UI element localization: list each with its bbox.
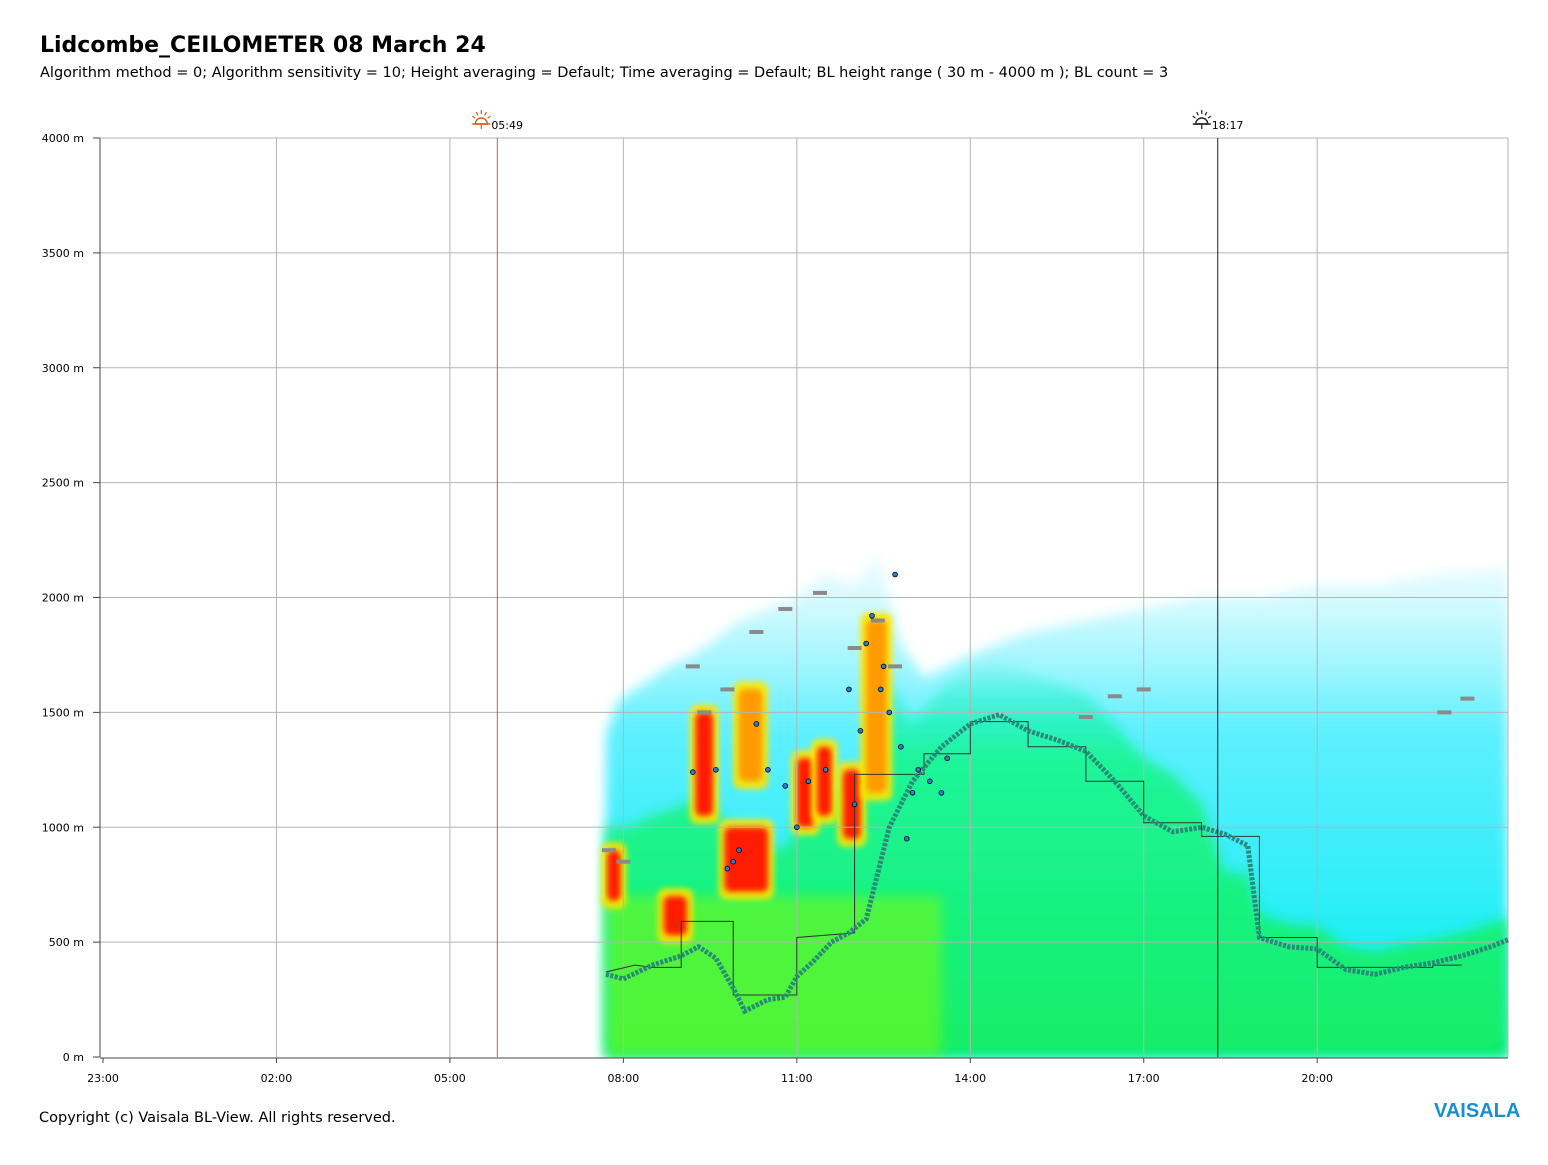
y-tick-label-5: 2500 m bbox=[42, 477, 84, 490]
backscatter-patch-2 bbox=[695, 712, 713, 816]
yellow-green-surface-layer bbox=[606, 896, 942, 1057]
x-tick-label-7: 20:00 bbox=[1301, 1072, 1333, 1085]
aerosol-point-9 bbox=[805, 778, 812, 785]
aerosol-point-4 bbox=[736, 847, 742, 853]
aerosol-point-22 bbox=[909, 789, 916, 796]
sunset-icon-sun bbox=[1195, 117, 1209, 125]
x-tick-label-3: 08:00 bbox=[608, 1072, 640, 1085]
cloud-base-marker-4 bbox=[720, 687, 735, 692]
aerosol-point-20 bbox=[898, 743, 904, 750]
aerosol-point-8 bbox=[793, 824, 800, 831]
x-tick-label-4: 11:00 bbox=[781, 1072, 813, 1085]
aerosol-point-14 bbox=[863, 640, 869, 647]
cloud-base-marker-9 bbox=[870, 618, 885, 623]
cloud-base-marker-3 bbox=[697, 710, 712, 715]
backscatter-patch-3 bbox=[724, 827, 768, 892]
grid-lines bbox=[100, 137, 1509, 1057]
x-tick-label-6: 17:00 bbox=[1128, 1072, 1160, 1085]
sunrise-label: 05:49 bbox=[491, 119, 523, 132]
sunset-icon-ray-0 bbox=[1192, 115, 1196, 119]
axes: 0 m 500 m 1000 m 1500 m 2000 m 2500 m 3000 m 35… bbox=[42, 132, 1508, 1085]
copyright-text: Copyright (c) Vaisala BL-View. All right… bbox=[39, 1110, 396, 1126]
y-tick-label-7: 3500 m bbox=[42, 247, 84, 260]
sunrise-icon-ray-3 bbox=[484, 111, 487, 116]
x-tick-label-5: 14:00 bbox=[954, 1072, 986, 1085]
cloud-base-marker-6 bbox=[778, 607, 793, 611]
aerosol-point-0 bbox=[689, 769, 696, 775]
x-tick-label-1: 02:00 bbox=[261, 1072, 293, 1085]
backscatter-clip bbox=[601, 551, 1508, 1057]
aerosol-point-21 bbox=[903, 835, 910, 842]
backscatter-patch-4 bbox=[739, 689, 763, 782]
cloud-base-marker-14 bbox=[1437, 710, 1452, 715]
sunset-icon-ray-1 bbox=[1196, 111, 1199, 116]
y-tick-label-2: 1000 m bbox=[42, 821, 84, 834]
cloud-base-marker-8 bbox=[847, 646, 862, 650]
aerosol-point-2 bbox=[724, 865, 731, 872]
aerosol-point-23 bbox=[915, 766, 921, 773]
cloud-base-marker-15 bbox=[1460, 696, 1475, 701]
aerosol-point-15 bbox=[869, 613, 875, 619]
cloud-base-marker-13 bbox=[1136, 687, 1151, 692]
y-tick-label-8: 4000 m bbox=[42, 132, 84, 145]
y-tick-label-1: 500 m bbox=[49, 936, 84, 949]
brand-logo: VAISALA bbox=[1434, 1100, 1521, 1122]
y-tick-label-4: 2000 m bbox=[42, 592, 84, 605]
aerosol-point-16 bbox=[877, 686, 884, 693]
cloud-base-marker-10 bbox=[888, 664, 903, 669]
aerosol-point-11 bbox=[846, 686, 852, 693]
backscatter-patch-6 bbox=[817, 746, 832, 816]
cloud-base-marker-1 bbox=[616, 859, 631, 864]
y-tick-label-0: 0 m bbox=[63, 1051, 84, 1064]
aerosol-point-25 bbox=[938, 789, 945, 796]
aerosol-point-5 bbox=[753, 721, 760, 727]
cloud-base-marker-11 bbox=[1078, 715, 1093, 719]
backscatter-patch-7 bbox=[843, 769, 861, 839]
series-bl-height bbox=[605, 711, 1509, 1015]
aerosol-point-18 bbox=[886, 709, 893, 716]
x-tick-label-2: 05:00 bbox=[434, 1072, 466, 1085]
sunrise-icon-ray-4 bbox=[487, 115, 491, 119]
sunrise-icon-sun bbox=[474, 117, 489, 125]
aerosol-point-17 bbox=[880, 663, 887, 670]
aerosol-point-3 bbox=[730, 858, 736, 865]
backscatter-field bbox=[601, 551, 1508, 1057]
backscatter-patch-8 bbox=[866, 620, 887, 793]
backscatter-patch-1 bbox=[663, 896, 687, 936]
aerosol-point-24 bbox=[926, 778, 933, 785]
aerosol-point-12 bbox=[851, 801, 858, 808]
aerosol-point-1 bbox=[713, 766, 719, 773]
aerosol-point-26 bbox=[944, 755, 950, 762]
y-tick-label-3: 1500 m bbox=[42, 706, 84, 719]
sun-events: 05:49 18:17 bbox=[471, 110, 1244, 1057]
sunrise-icon-ray-1 bbox=[475, 111, 479, 116]
sunrise-icon bbox=[471, 110, 491, 129]
sunset-icon bbox=[1192, 110, 1212, 129]
sunset-icon-ray-4 bbox=[1207, 115, 1212, 119]
y-tick-label-6: 3000 m bbox=[42, 362, 84, 375]
backscatter-patch-5 bbox=[796, 758, 815, 828]
chart-subtitle: Algorithm method = 0; Algorithm sensitiv… bbox=[40, 65, 1169, 81]
cloud-base-marker-2 bbox=[685, 664, 700, 669]
aerosol-point-6 bbox=[765, 766, 771, 773]
chart-title: Lidcombe_CEILOMETER 08 March 24 bbox=[40, 33, 486, 58]
sunrise-icon-ray-0 bbox=[471, 115, 476, 119]
cloud-base-marker-5 bbox=[749, 630, 764, 634]
sunset-icon-ray-3 bbox=[1204, 111, 1208, 116]
cloud-base-marker-12 bbox=[1107, 694, 1122, 699]
series-bl-step bbox=[605, 721, 1462, 996]
cloud-base-marker-7 bbox=[813, 590, 827, 595]
aerosol-point-13 bbox=[857, 727, 864, 734]
sunset-label: 18:17 bbox=[1212, 119, 1244, 132]
data-overlay bbox=[601, 571, 1509, 1015]
cloud-base-marker-0 bbox=[601, 848, 616, 853]
aerosol-point-7 bbox=[782, 783, 789, 789]
backscatter-patch-0 bbox=[607, 850, 621, 901]
aerosol-point-19 bbox=[892, 571, 898, 578]
aerosol-point-10 bbox=[822, 766, 829, 773]
x-tick-label-0: 23:00 bbox=[87, 1072, 119, 1085]
